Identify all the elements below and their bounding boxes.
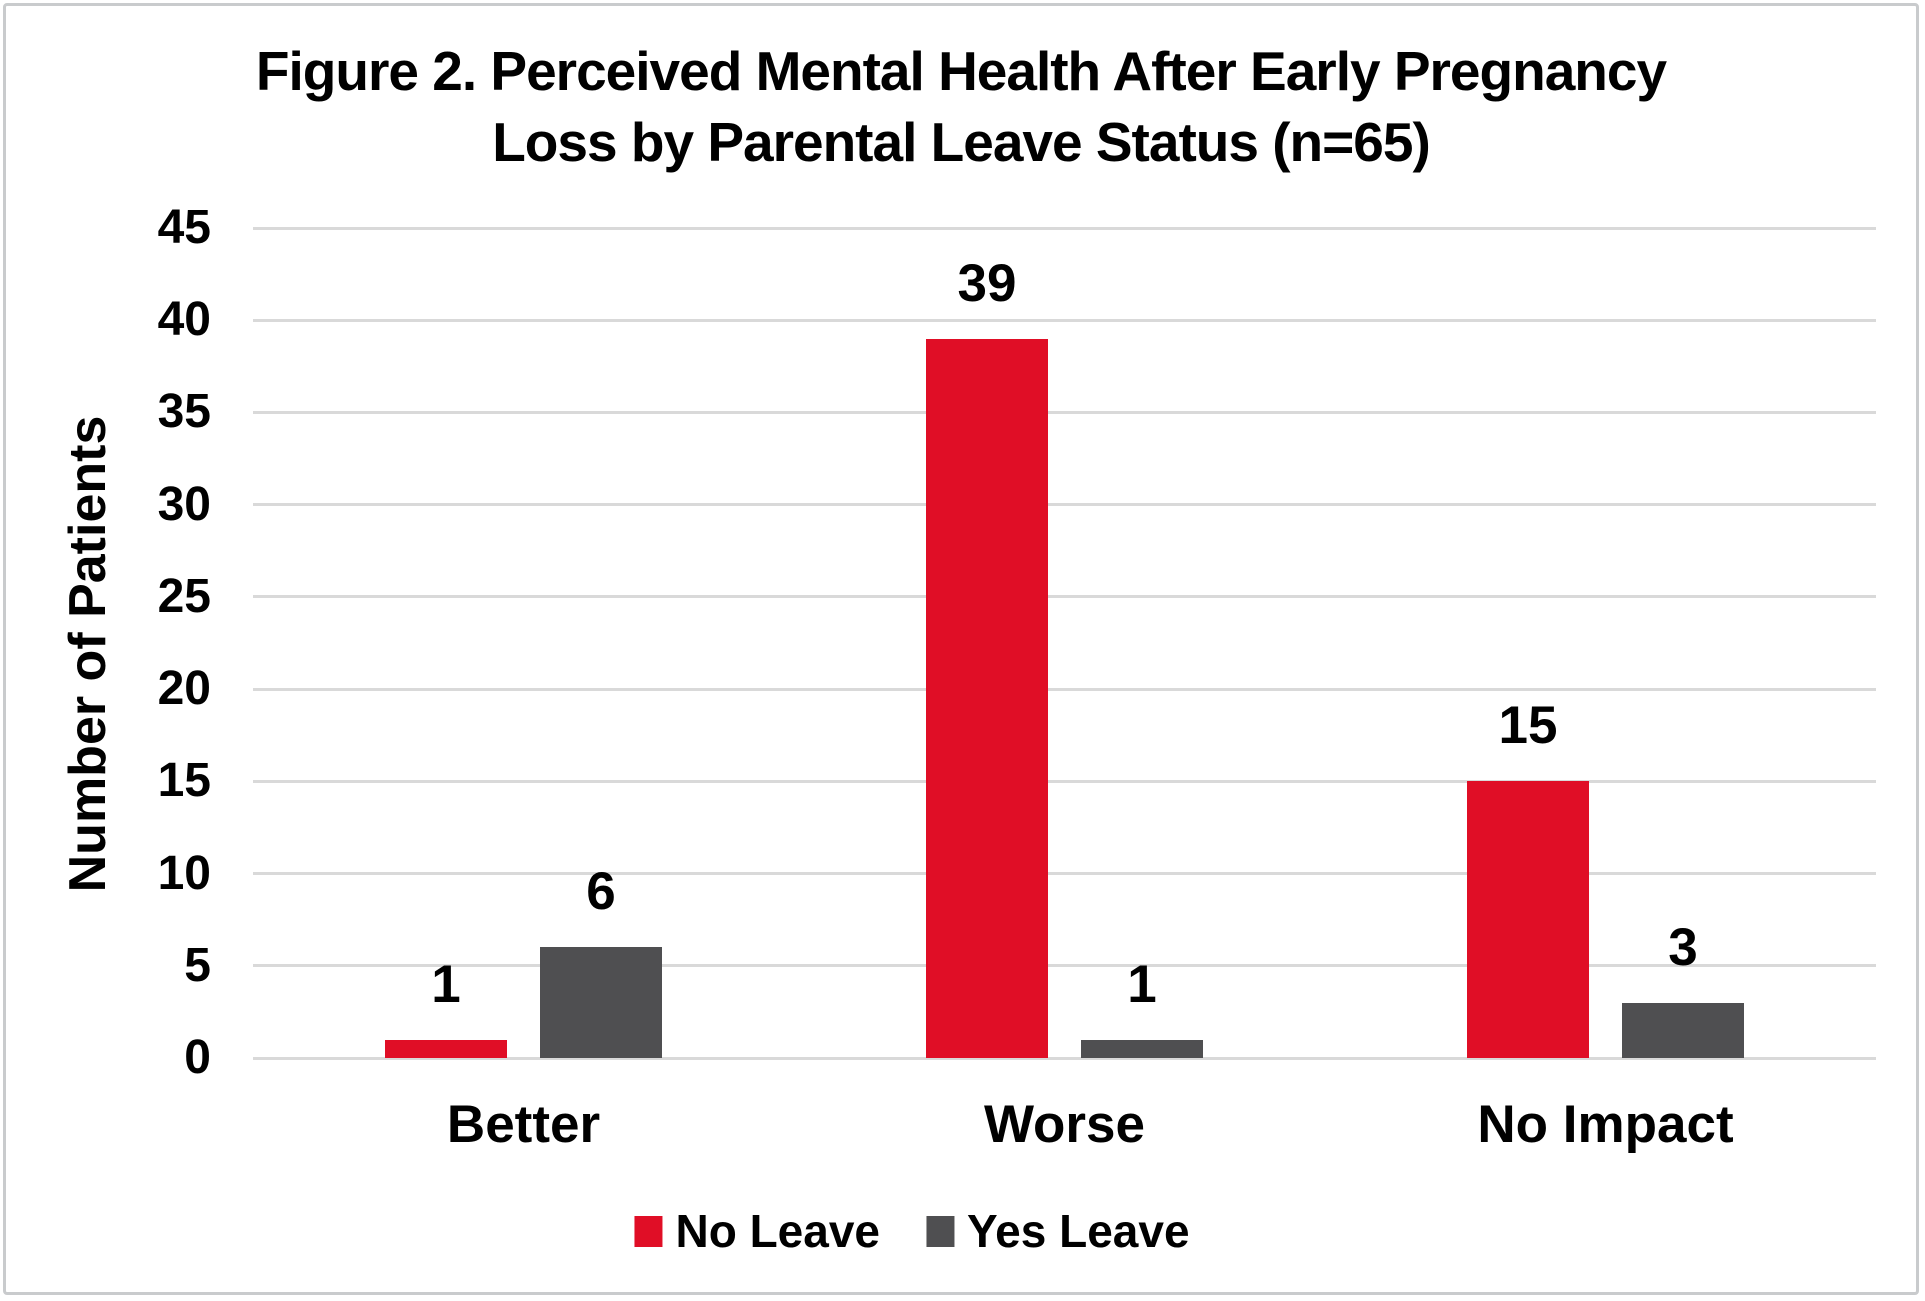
gridline-y-40 — [253, 318, 1876, 322]
bar-yes-leave-no-impact — [1622, 1002, 1744, 1058]
legend-swatch-yes-leave — [926, 1215, 954, 1247]
gridline-y-10 — [253, 872, 1876, 876]
value-label-no-leave-better: 1 — [431, 954, 461, 1014]
bar-yes-leave-better — [540, 947, 662, 1058]
bar-no-leave-better — [385, 1039, 507, 1058]
x-category-label-better: Better — [446, 1095, 601, 1154]
y-tick-label-10: 10 — [157, 846, 211, 900]
chart-title-line2: Loss by Parental Leave Status (n=65) — [492, 111, 1431, 173]
chart-frame: Figure 2. Perceived Mental Health After … — [3, 3, 1919, 1295]
gridline-y-15 — [253, 779, 1876, 783]
y-tick-label-15: 15 — [157, 754, 211, 808]
x-category-label-worse: Worse — [983, 1095, 1146, 1154]
legend-item-yes-leave: Yes Leave — [926, 1204, 1190, 1258]
x-category-label-no-impact: No Impact — [1477, 1095, 1734, 1154]
y-tick-label-35: 35 — [157, 385, 211, 439]
value-label-no-leave-no-impact: 15 — [1498, 696, 1558, 756]
legend-label-no-leave: No Leave — [675, 1205, 880, 1257]
y-tick-label-20: 20 — [157, 662, 211, 716]
value-label-yes-leave-worse: 1 — [1127, 954, 1157, 1014]
gridline-y-35 — [253, 410, 1876, 414]
chart-title-line1: Figure 2. Perceived Mental Health After … — [255, 40, 1667, 102]
bar-yes-leave-worse — [1081, 1039, 1203, 1058]
legend: No Leave Yes Leave — [634, 1204, 1190, 1258]
y-tick-label-30: 30 — [157, 477, 211, 531]
chart-title: Figure 2. Perceived Mental Health After … — [6, 36, 1916, 178]
gridline-y-0 — [253, 1056, 1876, 1060]
value-label-yes-leave-no-impact: 3 — [1668, 917, 1698, 977]
bar-no-leave-no-impact — [1467, 781, 1589, 1058]
legend-swatch-no-leave — [634, 1215, 663, 1247]
gridline-y-45 — [253, 226, 1876, 230]
gridline-y-5 — [253, 964, 1876, 968]
gridline-y-25 — [253, 595, 1876, 599]
legend-item-no-leave: No Leave — [634, 1204, 880, 1258]
y-tick-label-0: 0 — [184, 1031, 211, 1084]
gridline-y-20 — [253, 687, 1876, 691]
y-tick-label-25: 25 — [157, 569, 211, 623]
value-label-no-leave-worse: 39 — [957, 253, 1017, 313]
bar-no-leave-worse — [926, 338, 1048, 1058]
value-label-yes-leave-better: 6 — [586, 862, 616, 922]
y-tick-label-45: 45 — [157, 201, 211, 254]
y-tick-label-5: 5 — [184, 938, 211, 992]
legend-label-yes-leave: Yes Leave — [967, 1205, 1190, 1257]
y-tick-label-40: 40 — [157, 293, 211, 347]
gridline-y-30 — [253, 503, 1876, 507]
